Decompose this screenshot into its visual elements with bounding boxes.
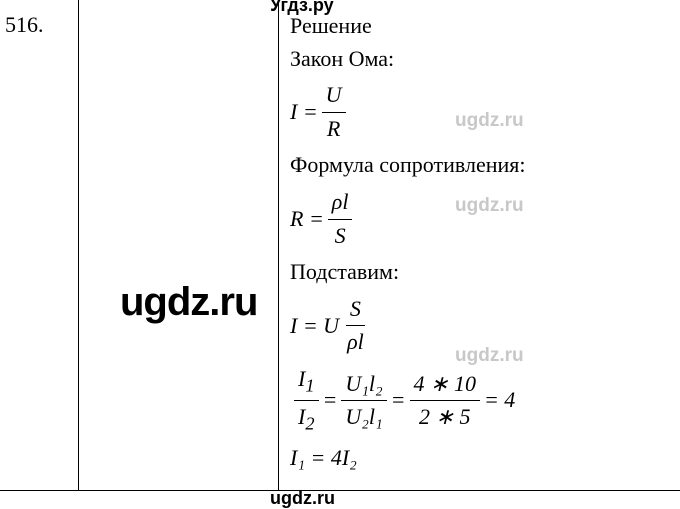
substitute-label: Подставим: [290,258,526,287]
ratio-mid-den: U₂l₁ [341,401,386,432]
substitute-num: S [346,295,365,327]
vertical-rule-1 [78,0,79,490]
ratio-mid-num: U₁l₂ [341,370,386,402]
page-container: 516. Угдз.ру ugdz.ru ugdz.ru ugdz.ru ugd… [0,0,680,505]
resistance-den: S [331,220,350,251]
substitute-fraction: S ρl [343,295,368,357]
ratio-formula: I1 I2 = U₁l₂ U₂l₁ = 4 ∗ 10 2 ∗ 5 = 4 [290,365,526,436]
solution-content: Решение Закон Ома: I = U R Формула сопро… [290,12,526,481]
ohm-law-fraction: U R [322,81,346,143]
ratio-lhs-fraction: I1 I2 [294,365,319,436]
equals-2: = [391,386,406,415]
ratio-calc-den: 2 ∗ 5 [415,401,474,432]
resistance-label: Формула сопротивления: [290,151,526,180]
substitute-den: ρl [343,326,368,357]
solution-heading: Решение [290,12,526,41]
horizontal-rule [0,490,680,491]
resistance-formula: R = ρl S [290,188,526,250]
ratio-lhs-num: I1 [294,365,319,401]
substitute-formula: I = U S ρl [290,295,526,357]
resistance-lhs: R = [290,205,324,234]
resistance-num: ρl [328,188,353,220]
ohm-law-formula: I = U R [290,81,526,143]
ohm-law-den: R [323,113,344,144]
watermark-bottom: ugdz.ru [270,488,335,509]
vertical-rule-2 [278,0,279,490]
ratio-mid-fraction: U₁l₂ U₂l₁ [341,370,386,432]
resistance-fraction: ρl S [328,188,353,250]
ratio-lhs-den: I2 [294,401,319,436]
equals-1: = [323,386,338,415]
ohm-law-num: U [322,81,346,113]
ratio-calc-num: 4 ∗ 10 [410,370,480,402]
ohm-law-lhs: I = [290,98,318,127]
ohm-law-label: Закон Ома: [290,45,526,74]
substitute-lhs: I = U [290,312,339,341]
ratio-calc-fraction: 4 ∗ 10 2 ∗ 5 [410,370,480,432]
problem-number: 516. [5,12,44,38]
final-formula: I₁ = 4I₂ [290,444,526,473]
watermark-center: ugdz.ru [120,280,257,325]
ratio-result: = 4 [484,386,515,415]
